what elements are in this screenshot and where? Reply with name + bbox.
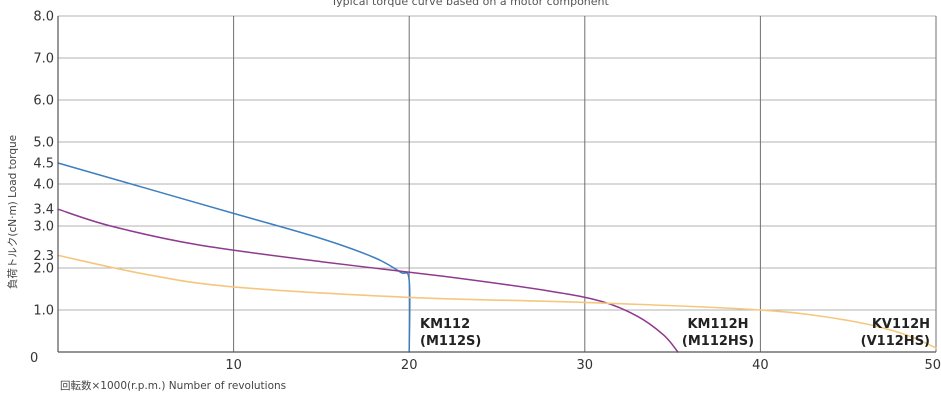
y-tick-label: 2.3	[33, 249, 54, 264]
series-line-km112h	[57, 208, 679, 353]
y-tick-label: 3.0	[33, 220, 54, 235]
series-line-km112	[57, 162, 411, 353]
y-tick-label: 2.0	[33, 262, 54, 277]
series-label-model: (V112HS)	[861, 334, 930, 349]
series-label-name: KM112H	[687, 317, 748, 332]
y-tick-label: 6.0	[33, 94, 54, 109]
x-tick-label: 30	[577, 358, 594, 373]
y-tick-label: 0	[30, 351, 38, 366]
series-label-name: KV112H	[872, 317, 930, 332]
axes	[57, 16, 936, 353]
y-tick-label: 7.0	[33, 52, 54, 67]
x-tick-label: 20	[401, 358, 418, 373]
grid	[58, 15, 937, 352]
x-tick-label: 50	[924, 358, 941, 373]
series-labels: KM112 (M112S) KM112H (M112HS) KV112H (V112HS)	[420, 317, 930, 349]
y-tick-label: 4.5	[33, 157, 54, 172]
tick-labels: 1.0 2.02.3 3.0 3.4 4.0 4.5 5.0 6.0 7.0 8.0 0 10 20 30…	[30, 10, 941, 374]
y-tick-label: 3.4	[33, 203, 54, 218]
series-line-kv112h	[57, 254, 937, 349]
y-tick-label: 1.0	[33, 304, 54, 319]
series-label-name: KM112	[420, 317, 470, 332]
y-tick-label: 5.0	[33, 136, 54, 151]
series-lines	[57, 162, 937, 353]
series-label-model: (M112S)	[420, 334, 481, 349]
chart-title-fragment: Typical torque curve based on a motor co…	[330, 0, 609, 8]
y-tick-label: 8.0	[33, 10, 54, 25]
y-axis-title: 負荷トルク(cN·m) Load torque	[7, 135, 19, 289]
x-tick-label: 40	[752, 358, 769, 373]
y-tick-label: 4.0	[33, 178, 54, 193]
x-tick-label: 10	[225, 358, 242, 373]
series-label-model: (M112HS)	[682, 334, 754, 349]
x-axis-title: 回転数×1000(r.p.m.) Number of revolutions	[60, 379, 286, 392]
